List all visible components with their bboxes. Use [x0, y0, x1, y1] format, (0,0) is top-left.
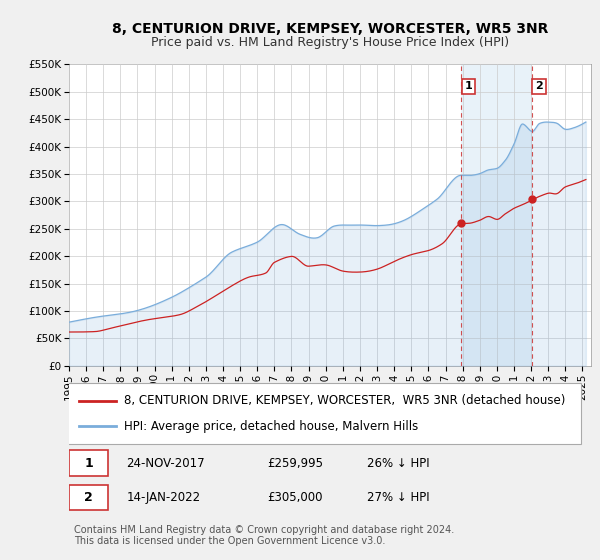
Text: 8, CENTURION DRIVE, KEMPSEY, WORCESTER, WR5 3NR: 8, CENTURION DRIVE, KEMPSEY, WORCESTER, …	[112, 22, 548, 36]
Text: 8, CENTURION DRIVE, KEMPSEY, WORCESTER,  WR5 3NR (detached house): 8, CENTURION DRIVE, KEMPSEY, WORCESTER, …	[124, 394, 565, 407]
Text: £305,000: £305,000	[268, 491, 323, 504]
FancyBboxPatch shape	[64, 382, 581, 444]
Text: 14-JAN-2022: 14-JAN-2022	[127, 491, 200, 504]
FancyBboxPatch shape	[69, 450, 108, 476]
Bar	[461, 64, 532, 366]
Text: 1: 1	[84, 456, 93, 470]
Text: Price paid vs. HM Land Registry's House Price Index (HPI): Price paid vs. HM Land Registry's House …	[151, 36, 509, 49]
Text: HPI: Average price, detached house, Malvern Hills: HPI: Average price, detached house, Malv…	[124, 420, 418, 433]
Text: 26% ↓ HPI: 26% ↓ HPI	[367, 456, 429, 470]
FancyBboxPatch shape	[69, 484, 108, 510]
Text: 2: 2	[84, 491, 93, 504]
Text: 2: 2	[535, 81, 543, 91]
Text: £259,995: £259,995	[268, 456, 323, 470]
Text: Contains HM Land Registry data © Crown copyright and database right 2024.
This d: Contains HM Land Registry data © Crown c…	[74, 525, 454, 547]
Text: 24-NOV-2017: 24-NOV-2017	[127, 456, 205, 470]
Text: 27% ↓ HPI: 27% ↓ HPI	[367, 491, 429, 504]
Text: 1: 1	[464, 81, 472, 91]
